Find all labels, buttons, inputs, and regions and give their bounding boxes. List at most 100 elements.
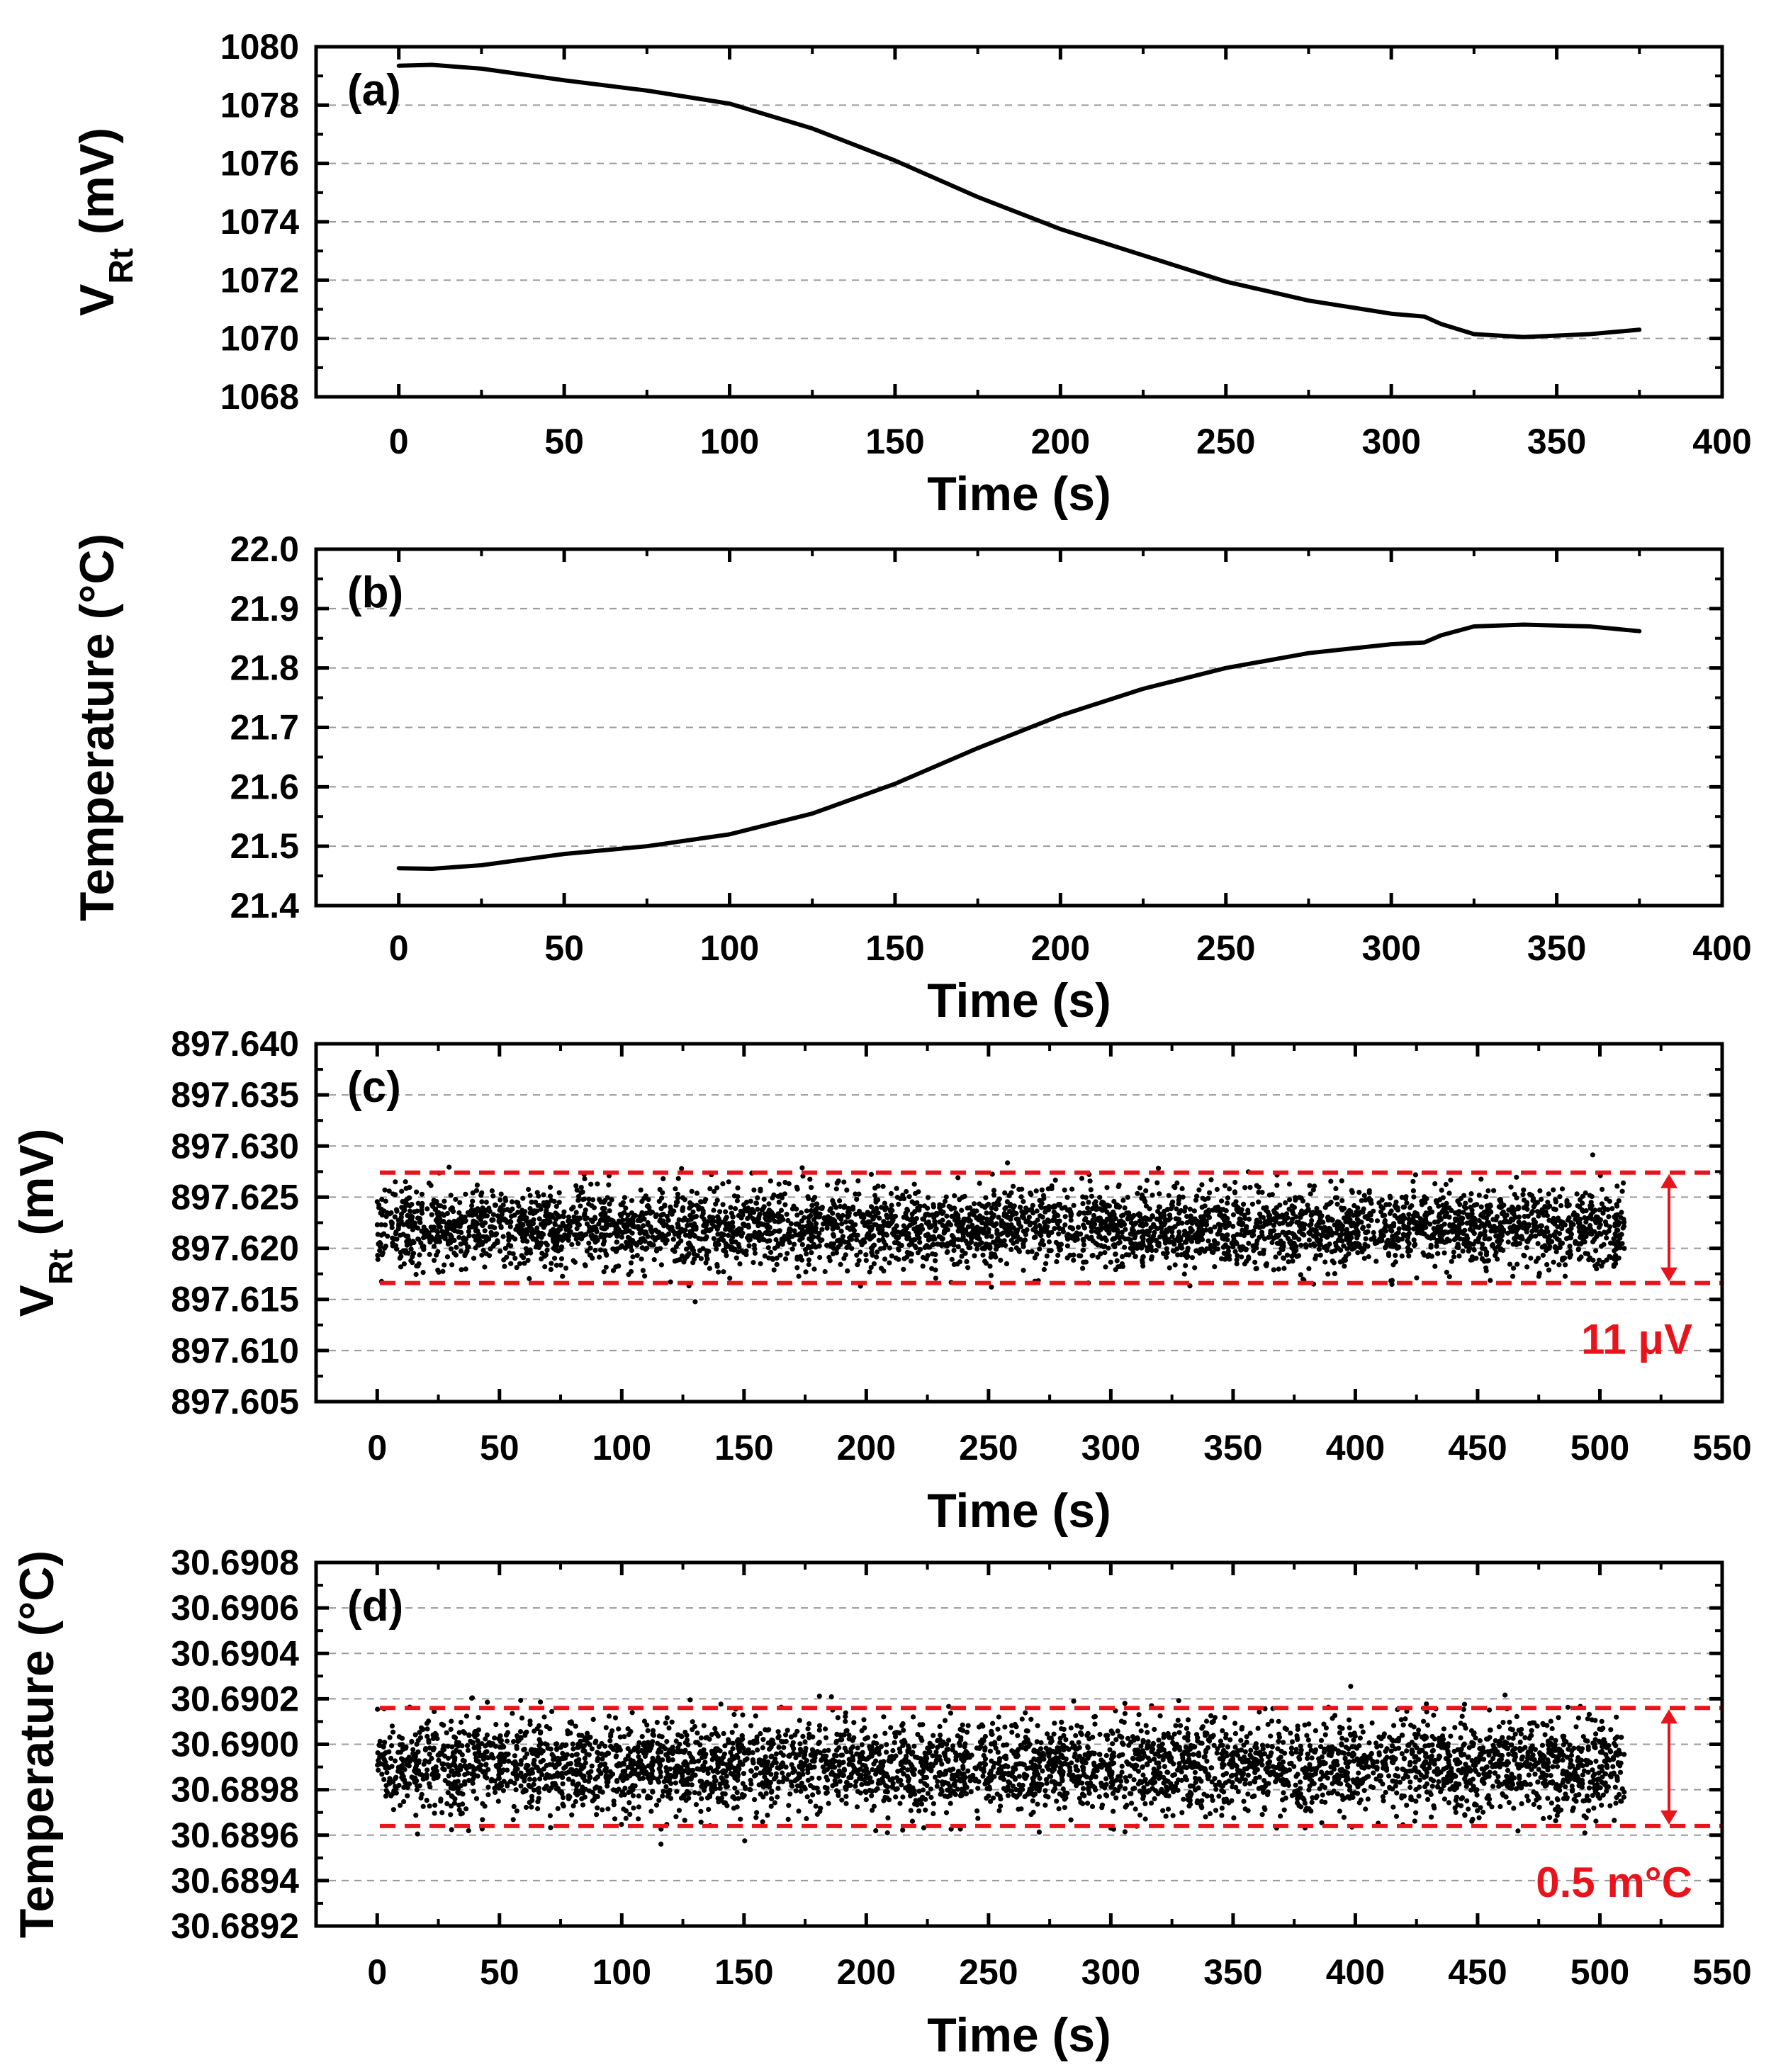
data-point [1558, 1241, 1563, 1247]
data-point [433, 1200, 439, 1205]
data-point [474, 1221, 480, 1227]
data-point [1554, 1236, 1560, 1241]
data-point [1176, 1229, 1182, 1235]
data-point [1256, 1199, 1261, 1205]
x-tick-label: 50 [544, 422, 584, 461]
data-point [1591, 1237, 1597, 1242]
data-point [1412, 1243, 1417, 1249]
data-point [1181, 1271, 1187, 1277]
data-point [1536, 1273, 1541, 1279]
data-point [554, 1212, 561, 1217]
data-point [1347, 1725, 1352, 1730]
x-tick-label: 350 [1203, 1428, 1262, 1468]
data-point [1368, 1198, 1373, 1204]
data-point [1004, 1261, 1010, 1266]
data-point [1540, 1252, 1546, 1258]
data-point [901, 1266, 906, 1272]
data-point [543, 1252, 549, 1258]
data-point [1349, 1246, 1355, 1252]
data-point [967, 1212, 973, 1217]
data-point [941, 1230, 947, 1236]
data-point [1564, 1200, 1570, 1205]
data-point [432, 1258, 437, 1263]
data-point [925, 1232, 931, 1237]
data-point [573, 1183, 579, 1188]
data-point [1549, 1725, 1555, 1732]
data-point [483, 1199, 489, 1205]
data-point [1086, 1200, 1091, 1205]
data-point [1005, 1160, 1011, 1166]
data-point [803, 1269, 809, 1275]
data-point [794, 1265, 800, 1271]
data-point [578, 1190, 584, 1195]
data-point [999, 1218, 1004, 1224]
data-point [632, 1212, 639, 1218]
data-point [1495, 1239, 1500, 1244]
data-point [1114, 1222, 1120, 1228]
data-point [1497, 1197, 1502, 1203]
data-point [989, 1284, 994, 1290]
data-point [1023, 1210, 1029, 1215]
data-point [448, 1193, 454, 1198]
data-point [989, 1234, 994, 1239]
data-point [1455, 1241, 1461, 1247]
data-point [469, 1212, 475, 1218]
data-point [798, 1210, 804, 1215]
data-point [588, 1252, 594, 1258]
data-point [1588, 1212, 1594, 1218]
data-point [1536, 1213, 1541, 1219]
data-point [1142, 1816, 1148, 1822]
data-point [507, 1218, 513, 1224]
data-point [1507, 1225, 1513, 1231]
data-point [843, 1219, 849, 1224]
data-point [933, 1210, 940, 1216]
data-point [1175, 1216, 1181, 1222]
data-point [972, 1201, 977, 1207]
data-point [959, 1207, 965, 1213]
data-point [712, 1725, 718, 1731]
data-point [915, 1250, 921, 1256]
data-point [1482, 1246, 1488, 1252]
data-point [682, 1256, 687, 1262]
data-point [1303, 1242, 1308, 1248]
data-point [804, 1251, 809, 1257]
data-point [1016, 1220, 1022, 1225]
data-point [1557, 1194, 1563, 1200]
data-point [905, 1207, 911, 1213]
data-point [1567, 1244, 1573, 1249]
data-point [1263, 1262, 1269, 1268]
data-point [1276, 1266, 1281, 1272]
data-point [1106, 1203, 1112, 1209]
data-point [548, 1266, 554, 1273]
data-point [755, 1195, 760, 1200]
data-point [377, 1248, 383, 1254]
data-point [552, 1256, 558, 1261]
data-point [1480, 1809, 1486, 1815]
data-point [918, 1222, 924, 1229]
data-point [1339, 1205, 1344, 1211]
data-point [1505, 1230, 1510, 1236]
data-point [1544, 1262, 1550, 1268]
data-point [945, 1249, 950, 1254]
data-point [785, 1217, 791, 1224]
data-point [776, 1181, 782, 1187]
data-point [1493, 1249, 1499, 1256]
data-point [727, 1276, 733, 1281]
data-point [1019, 1186, 1025, 1192]
data-point [806, 1261, 811, 1268]
data-point [1159, 1225, 1164, 1231]
data-point [1203, 1227, 1209, 1233]
data-point [804, 1208, 809, 1214]
data-point [1317, 1220, 1323, 1226]
data-point [1621, 1180, 1626, 1186]
data-point [806, 1257, 811, 1263]
data-point [797, 1254, 804, 1259]
data-point [1207, 1190, 1213, 1195]
data-point [446, 1164, 452, 1170]
data-point [1299, 1221, 1305, 1227]
data-point [404, 1203, 410, 1208]
data-point [1164, 1246, 1169, 1251]
band-label: 11 μV [1581, 1316, 1692, 1363]
data-point [1239, 1254, 1244, 1260]
data-point [817, 1254, 823, 1261]
